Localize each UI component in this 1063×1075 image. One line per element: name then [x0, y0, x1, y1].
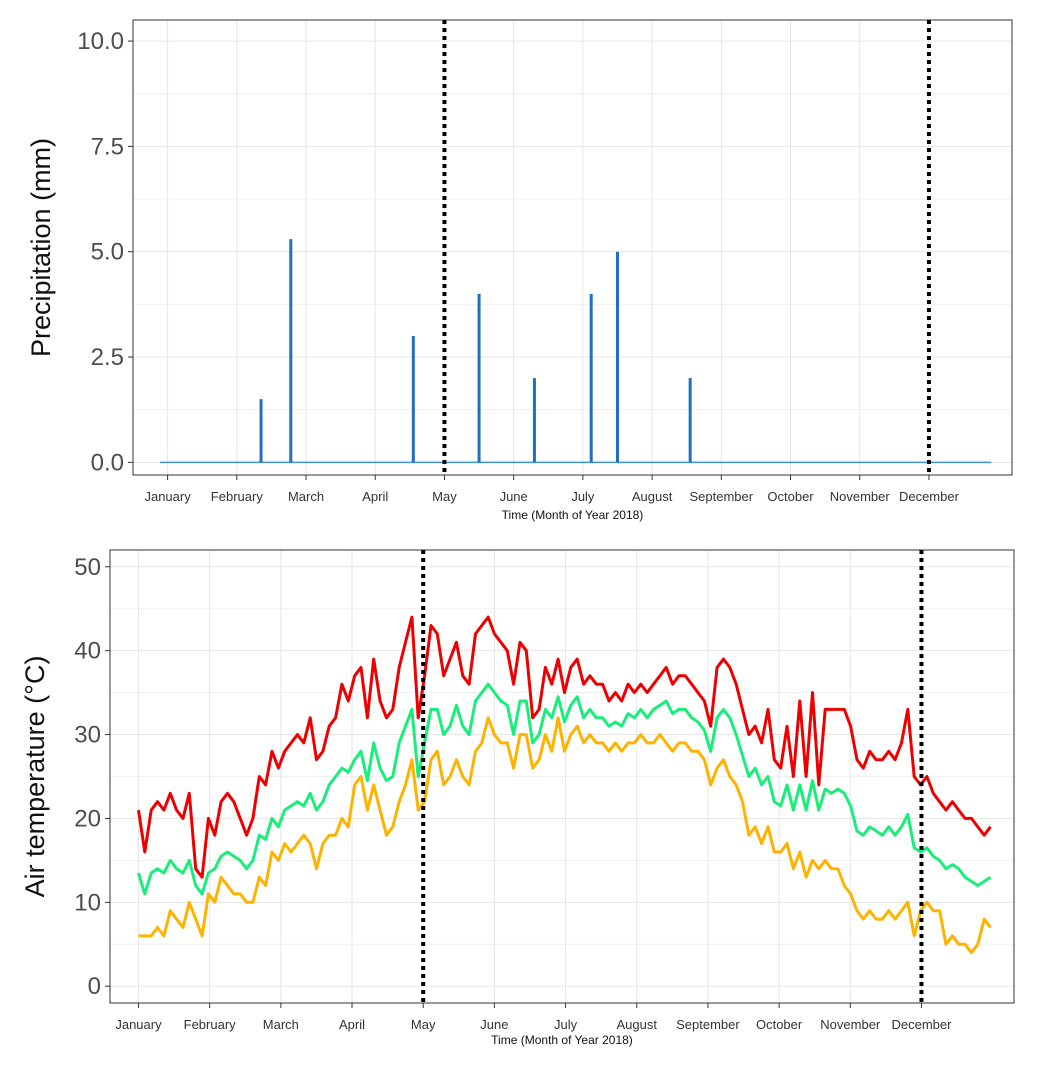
airtemp-ytick-label: 50: [74, 554, 101, 581]
airtemp-ytick-label: 10: [74, 889, 101, 916]
precip-ytick-label: 10.0: [77, 28, 124, 55]
airtemp-xtick-label: February: [184, 1017, 237, 1032]
airtemp-xtick-label: August: [616, 1017, 657, 1032]
airtemp-xtick-label: September: [676, 1017, 740, 1032]
airtemp-xtick-label: October: [756, 1017, 803, 1032]
precip-plot-frame: [132, 19, 1013, 476]
precip-xtick-label: May: [432, 489, 457, 504]
precip-xtick-label: August: [632, 489, 673, 504]
precip-xtick-label: January: [144, 489, 191, 504]
airtemp-ytick-label: 0: [88, 973, 101, 1000]
precip-xtick-label: April: [362, 489, 388, 504]
airtemp-ytick-label: 30: [74, 722, 101, 749]
airtemp-xtick-label: November: [820, 1017, 881, 1032]
airtemp-xtick-label: June: [480, 1017, 508, 1032]
precip-xaxis-title: Time (Month of Year 2018): [502, 508, 644, 522]
airtemp-xtick-label: July: [554, 1017, 578, 1032]
airtemp-ytick-label: 40: [74, 638, 101, 665]
precip-xtick-label: March: [288, 489, 324, 504]
airtemp-series-mean: [137, 682, 992, 896]
precip-xtick-label: February: [211, 489, 264, 504]
precip-yaxis-title: Precipitation (mm): [26, 138, 56, 357]
airtemp-xtick-label: December: [891, 1017, 952, 1032]
airtemp-yaxis-title: Air temperature (°C): [20, 656, 50, 898]
precip-xtick-label: November: [830, 489, 891, 504]
airtemp-xtick-label: March: [263, 1017, 299, 1032]
airtemp-xtick-label: May: [411, 1017, 436, 1032]
airtemp-series-max: [137, 615, 992, 879]
airtemp-xtick-label: April: [339, 1017, 365, 1032]
precip-ytick-label: 2.5: [91, 344, 124, 371]
airtemp-series-min: [138, 716, 992, 955]
precip-ytick-label: 7.5: [91, 133, 124, 160]
airtemp-xaxis-title: Time (Month of Year 2018): [491, 1033, 633, 1047]
precip-xtick-label: October: [767, 489, 814, 504]
precip-ytick-label: 5.0: [91, 239, 124, 266]
precip-xtick-label: July: [571, 489, 595, 504]
precip-xtick-label: June: [500, 489, 528, 504]
airtemp-xtick-label: January: [115, 1017, 162, 1032]
airtemp-ytick-label: 20: [74, 805, 101, 832]
precip-xtick-label: December: [899, 489, 960, 504]
precip-ytick-label: 0.0: [91, 449, 124, 476]
precip-xtick-label: September: [690, 489, 754, 504]
airtemp-plot-frame: [109, 549, 1015, 1004]
